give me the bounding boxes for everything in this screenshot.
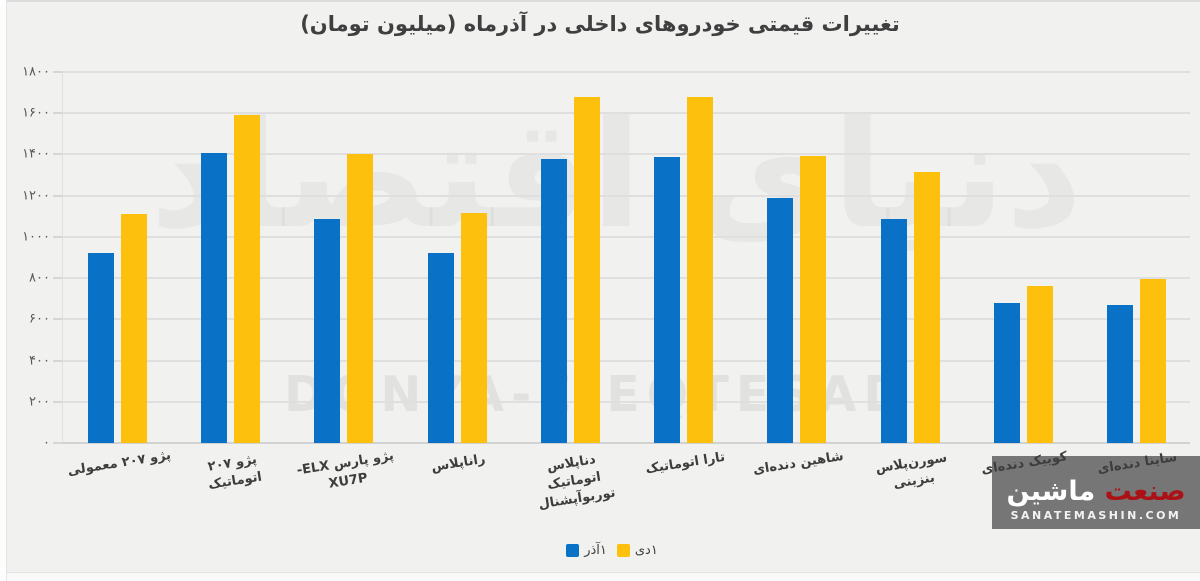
bar-azar-10 (1106, 304, 1133, 443)
y-tick-mark (53, 112, 62, 115)
y-tick-mark (53, 194, 62, 197)
bar-group-10 (1106, 279, 1166, 443)
bar-dey-9 (1026, 286, 1053, 443)
x-label-slot-7: شاهین دنده‌ای (752, 449, 845, 531)
bar-dey-1 (121, 214, 147, 443)
bar-series (62, 72, 1190, 443)
bar-dey-7 (800, 155, 827, 443)
gridline-1600 (62, 112, 1190, 115)
y-tick-mark (53, 318, 62, 321)
bar-dey-8 (913, 172, 940, 443)
x-label-slot-1: پژو ۲۰۷ معمولی (66, 448, 171, 531)
brand-name: صنعت ماشین (1006, 477, 1185, 507)
gridline-1200 (62, 194, 1190, 197)
y-tick-label-1000: ۱۰۰۰ (22, 229, 50, 245)
bar-group-6 (654, 96, 714, 443)
gridline-1400 (62, 153, 1190, 156)
top-border (0, 0, 1200, 2)
bar-group-4 (427, 213, 487, 443)
bar-group-3 (314, 154, 374, 443)
bar-azar-5 (540, 158, 567, 443)
bar-group-7 (767, 155, 827, 443)
brand-word-sanat: صنعت (1104, 476, 1186, 507)
gridline-1000 (62, 235, 1190, 238)
y-tick-mark (53, 235, 62, 238)
brand-watermark-box: صنعت ماشین SANATEMASHIN.COM (992, 456, 1200, 529)
y-tick-label-1200: ۱۲۰۰ (22, 188, 50, 204)
bar-group-8 (880, 172, 940, 443)
bar-dey-2 (234, 115, 261, 443)
bar-group-9 (993, 286, 1053, 443)
x-axis-labels: پژو ۲۰۷ معمولی پژو ۲۰۷ اتوماتیک پژو پارس EL… (62, 448, 1190, 531)
x-label-slot-6: تارا اتوماتیک (644, 450, 726, 531)
y-tick-mark (53, 400, 62, 403)
bar-dey-5 (573, 96, 600, 443)
bar-azar-8 (880, 219, 907, 443)
bar-dey-4 (460, 213, 487, 443)
gridline-800 (62, 277, 1190, 280)
legend-item-dey: ۱دی (616, 543, 658, 558)
bar-azar-4 (427, 253, 454, 443)
y-tick-label-800: ۸۰۰ (29, 270, 50, 286)
x-label-slot-3: پژو پارس ELX- XU7P (296, 448, 395, 531)
x-label-slot-4: راناپلاس (428, 451, 487, 531)
chart-title: تغییرات قیمتی خودروهای داخلی در آذرماه (… (300, 12, 900, 36)
bar-azar-2 (201, 153, 228, 443)
bar-azar-3 (314, 219, 341, 443)
y-tick-label-600: ۶۰۰ (29, 311, 50, 327)
bar-dey-10 (1139, 279, 1166, 443)
y-tick-label-1400: ۱۴۰۰ (22, 146, 50, 162)
y-tick-mark (53, 277, 62, 280)
legend-label-dey: ۱دی (634, 543, 658, 558)
y-axis-line (62, 72, 63, 443)
gridline-0 (62, 442, 1190, 444)
legend-swatch-dey (616, 544, 630, 557)
bar-group-5 (540, 96, 600, 443)
bar-group-2 (201, 115, 261, 443)
bar-group-1 (88, 214, 147, 443)
brand-word-mashin: ماشین (1006, 476, 1096, 507)
x-label-slot-5: دناپلاس اتوماتیک توربوآپشنال (538, 451, 617, 531)
y-tick-mark (53, 71, 62, 73)
plot-area: ۰ ۲۰۰ ۴۰۰ ۶۰۰ ۸۰۰ ۱۰۰۰ ۱۲۰۰ ۱۴۰۰ ۱۶۰۰ ۱۸۰۰ (22, 65, 1190, 451)
y-tick-label-200: ۲۰۰ (29, 394, 50, 410)
bar-azar-7 (767, 197, 794, 443)
gridline-400 (62, 359, 1190, 362)
y-tick-label-1800: ۱۸۰۰ (22, 64, 50, 80)
legend-swatch-azar (566, 544, 580, 557)
gridline-1800 (62, 71, 1190, 73)
bar-azar-1 (88, 253, 114, 443)
legend: ۱آذر ۱دی (24, 543, 1200, 558)
bottom-margin (0, 572, 1200, 581)
bar-azar-9 (993, 302, 1020, 443)
bar-dey-3 (347, 154, 374, 443)
y-tick-label-0: ۰ (43, 435, 50, 451)
gridline-600 (62, 318, 1190, 321)
x-label-slot-10: ساینا دنده‌ای (1097, 450, 1179, 531)
legend-item-azar: ۱آذر (566, 543, 607, 558)
brand-url: SANATEMASHIN.COM (1010, 509, 1182, 522)
x-label-slot-2: پژو ۲۰۷ اتوماتیک (201, 451, 262, 531)
x-label-slot-9: کوییک دنده‌ای (981, 449, 1069, 531)
y-tick-mark (53, 442, 62, 444)
y-tick-label-400: ۴۰۰ (29, 353, 50, 369)
y-tick-label-1600: ۱۶۰۰ (22, 105, 50, 121)
y-tick-mark (53, 359, 62, 362)
x-label-slot-8: سورن‌پلاس بنزینی (875, 450, 949, 531)
legend-label-azar: ۱آذر (584, 543, 607, 558)
bar-azar-6 (654, 156, 681, 443)
gridline-200 (62, 400, 1190, 403)
bar-dey-6 (687, 96, 714, 443)
left-margin (0, 0, 7, 581)
y-tick-mark (53, 153, 62, 156)
